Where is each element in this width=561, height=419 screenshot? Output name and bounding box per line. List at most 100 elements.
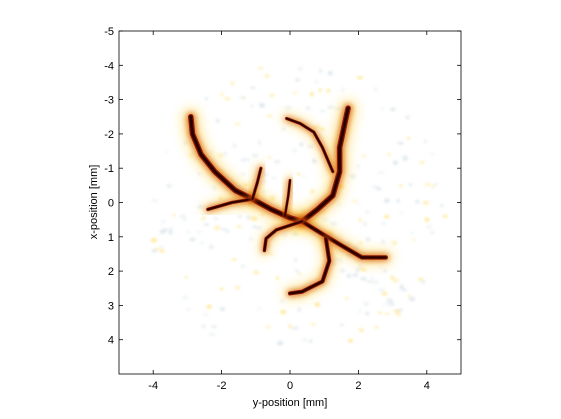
speckle-dot [377,311,383,314]
speckle-dot [377,171,385,174]
speckle-dot [203,313,209,316]
speckle-dot [265,325,271,329]
speckle-dot [240,158,245,162]
speckle-dot [236,225,242,229]
speckle-dot [426,224,432,229]
speckle-dot [424,217,430,222]
speckle-dot [423,139,427,144]
speckle-dot [405,115,410,120]
speckle-dot [396,198,400,203]
speckle-dot [306,106,310,110]
speckle-dot [288,324,293,329]
speckle-dot [223,152,227,155]
speckle-dot [291,326,299,330]
speckle-dot [314,302,321,307]
speckle-dot [356,164,360,168]
speckle-dot [249,86,257,89]
speckle-dot [234,285,241,290]
y-tick-label: 4 [108,335,114,347]
vessel-branch-down [286,235,333,297]
speckle-dot [203,223,210,226]
speckle-dot [280,309,287,315]
speckle-dot [397,141,404,145]
speckle-dot [408,296,416,302]
speckle-dot [218,153,224,158]
speckle-dot [213,225,221,230]
speckle-dot [291,149,298,152]
speckle-dot [406,136,411,140]
speckle-dot [220,92,225,97]
speckle-dot [159,245,164,249]
y-tick-label: -2 [104,129,114,141]
speckle-dot [267,155,272,160]
speckle-dot [357,201,361,204]
speckle-dot [250,216,258,222]
speckle-dot [281,127,286,131]
speckle-dot [243,157,250,162]
speckle-dot [297,66,303,71]
speckle-dot [355,267,361,273]
speckle-dot [167,227,174,230]
speckle-dot [399,184,403,188]
speckle-dot [419,161,426,164]
speckle-dot [348,338,354,343]
speckle-dot [399,284,404,290]
speckle-dot [184,275,189,279]
speckle-dot [267,252,274,256]
speckle-dot [297,307,302,312]
speckle-dot [252,225,256,229]
speckle-dot [248,237,254,241]
speckle-dot [197,204,204,209]
speckle-dot [352,273,358,278]
speckle-dot [171,213,176,217]
speckle-dot [151,199,159,202]
speckle-dot [319,68,323,74]
x-axis-label: y-position [mm] [253,397,328,409]
speckle-dot [161,220,166,224]
speckle-dot [239,96,246,99]
speckle-dot [340,269,346,273]
speckle-dot [183,218,187,222]
speckle-dot [349,174,356,179]
speckle-dot [431,184,435,189]
y-tick-label: -1 [104,163,114,175]
speckle-dot [327,105,335,109]
speckle-dot [163,228,168,233]
speckle-dot [276,340,284,346]
speckle-dot [389,107,396,112]
speckle-dot [212,185,217,190]
speckle-dot [399,211,404,214]
speckle-dot [336,257,343,263]
speckle-dot [365,237,371,242]
speckle-dot [358,217,363,223]
speckle-dot [401,288,408,292]
vessel-branch-up [282,178,293,219]
speckle-dot [196,230,202,234]
speckle-dot [373,87,378,91]
speckle-dot [237,215,243,218]
speckle-dot [381,291,388,296]
speckle-dot [201,216,206,221]
speckle-dot [358,309,362,313]
x-tick-label: 4 [424,380,430,392]
y-tick-label: 1 [108,232,114,244]
speckle-dot [182,295,189,300]
speckle-dot [364,311,370,316]
speckle-dot [257,307,262,310]
speckle-dot [211,325,218,328]
speckle-dot [246,215,252,220]
speckle-dot [378,288,386,292]
speckle-dot [384,312,391,315]
speckle-dot [384,198,390,204]
speckle-dot [280,299,285,302]
speckle-dot [251,153,259,158]
speckle-dot [206,304,212,309]
speckle-dot [424,183,432,186]
speckle-dot [232,143,237,149]
speckle-dot [197,172,202,176]
speckle-dot [168,229,173,235]
speckle-dot [414,199,421,204]
speckle-dot [326,88,331,93]
x-tick-label: -2 [217,380,227,392]
